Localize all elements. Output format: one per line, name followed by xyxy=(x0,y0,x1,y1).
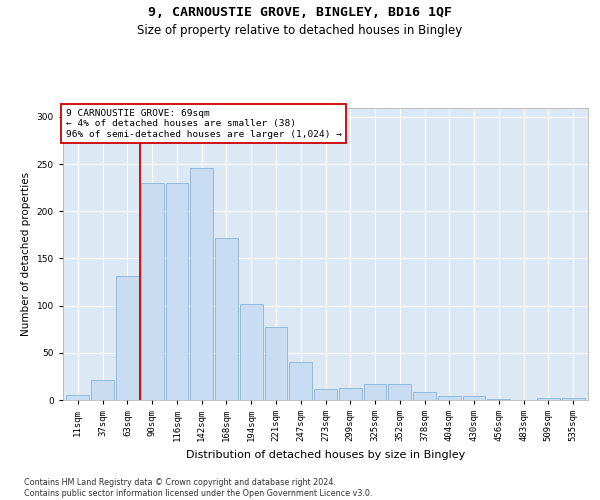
Bar xyxy=(413,392,436,400)
X-axis label: Distribution of detached houses by size in Bingley: Distribution of detached houses by size … xyxy=(186,450,465,460)
Bar xyxy=(265,328,287,400)
Bar xyxy=(190,168,213,400)
Bar xyxy=(487,399,510,400)
Y-axis label: Number of detached properties: Number of detached properties xyxy=(21,172,31,336)
Bar xyxy=(289,362,312,400)
Bar xyxy=(166,183,188,400)
Bar xyxy=(141,183,164,400)
Bar xyxy=(215,238,238,400)
Bar xyxy=(463,396,485,400)
Text: 9, CARNOUSTIE GROVE, BINGLEY, BD16 1QF: 9, CARNOUSTIE GROVE, BINGLEY, BD16 1QF xyxy=(148,6,452,19)
Text: Size of property relative to detached houses in Bingley: Size of property relative to detached ho… xyxy=(137,24,463,37)
Bar xyxy=(314,388,337,400)
Bar xyxy=(388,384,411,400)
Text: Contains HM Land Registry data © Crown copyright and database right 2024.
Contai: Contains HM Land Registry data © Crown c… xyxy=(24,478,373,498)
Bar xyxy=(537,398,560,400)
Bar xyxy=(240,304,263,400)
Text: 9 CARNOUSTIE GROVE: 69sqm
← 4% of detached houses are smaller (38)
96% of semi-d: 9 CARNOUSTIE GROVE: 69sqm ← 4% of detach… xyxy=(65,109,341,139)
Bar xyxy=(91,380,114,400)
Bar xyxy=(364,384,386,400)
Bar xyxy=(438,396,461,400)
Bar xyxy=(67,396,89,400)
Bar xyxy=(562,398,584,400)
Bar xyxy=(339,388,362,400)
Bar xyxy=(116,276,139,400)
